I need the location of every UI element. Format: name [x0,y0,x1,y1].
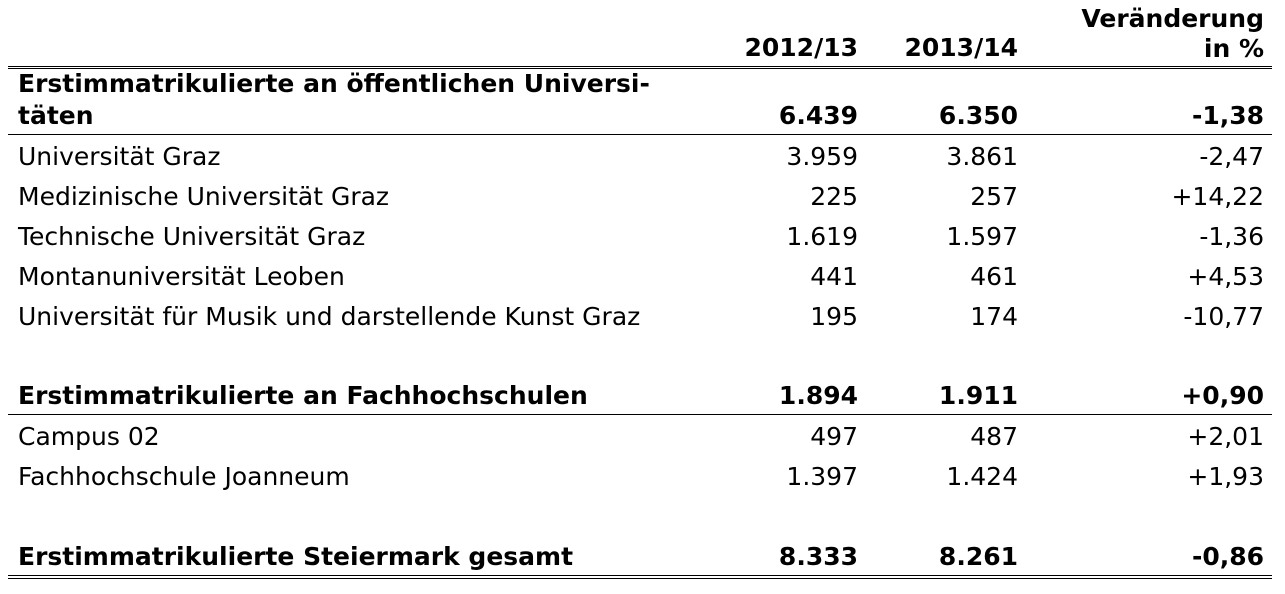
header-year-2013-14: 2013/14 [904,33,1018,62]
row-value-2013: 487 [970,422,1018,451]
spacer [8,495,1272,535]
row-value-2013: 1.597 [946,222,1018,251]
bottom-double-rule [8,575,1272,579]
total-change: -0,86 [1191,542,1264,571]
row-label: Campus 02 [18,422,160,451]
header-change: Veränderung in % [1018,4,1264,64]
row-value-2012: 225 [810,182,858,211]
section-value-2013: 1.911 [938,381,1018,410]
row-change: +1,93 [1187,462,1264,491]
table-row: Campus 02 497 487 +2,01 [8,415,1272,455]
enrollment-table: 2012/13 2013/14 Veränderung in % Erstimm… [8,0,1272,579]
row-value-2012: 1.619 [786,222,858,251]
section-value-2012: 6.439 [778,101,858,130]
row-value-2012: 1.397 [786,462,858,491]
row-label: Fachhochschule Joanneum [18,462,350,491]
section-label-line1: Erstimmatrikulierte an öffentlichen Univ… [18,69,650,98]
row-change: -1,36 [1199,222,1264,251]
row-value-2013: 174 [970,302,1018,331]
header-change-line1: Veränderung [1081,4,1264,33]
row-value-2012: 497 [810,422,858,451]
spacer [8,335,1272,375]
row-change: +2,01 [1187,422,1264,451]
row-label: Universität Graz [18,142,221,171]
table-header: 2012/13 2013/14 Veränderung in % [8,0,1272,66]
table-row: Universität Graz 3.959 3.861 -2,47 [8,135,1272,175]
row-label: Technische Universität Graz [18,222,366,251]
row-label: Montanuniversität Leoben [18,262,345,291]
row-label: Medizinische Universität Graz [18,182,390,211]
row-label: Universität für Musik und darstellende K… [18,302,641,331]
table-row: Montanuniversität Leoben 441 461 +4,53 [8,255,1272,295]
table-row: Fachhochschule Joanneum 1.397 1.424 +1,9… [8,455,1272,495]
header-double-rule [8,66,1272,73]
row-value-2013: 461 [970,262,1018,291]
header-year-2012-13: 2012/13 [744,33,858,62]
section-label-fachhochschulen: Erstimmatrikulierte an Fachhochschulen [18,381,588,410]
row-change: -2,47 [1199,142,1264,171]
row-change: +14,22 [1171,182,1264,211]
total-value-2012: 8.333 [778,542,858,571]
table-row: Universität für Musik und darstellende K… [8,295,1272,335]
section-row-universities: Erstimmatrikulierte an öffentlichen Univ… [8,69,1272,135]
total-label: Erstimmatrikulierte Steiermark gesamt [18,542,574,571]
table-row: Medizinische Universität Graz 225 257 +1… [8,175,1272,215]
section-value-2012: 1.894 [778,381,858,410]
section-change: -1,38 [1191,101,1264,130]
row-value-2012: 441 [810,262,858,291]
section-change: +0,90 [1181,381,1264,410]
table-row: Technische Universität Graz 1.619 1.597 … [8,215,1272,255]
row-change: +4,53 [1187,262,1264,291]
row-change: -10,77 [1183,302,1264,331]
section-label-line2: täten [18,101,94,130]
row-value-2013: 257 [970,182,1018,211]
section-row-fachhochschulen: Erstimmatrikulierte an Fachhochschulen 1… [8,375,1272,415]
header-change-line2: in % [1203,34,1264,63]
row-value-2012: 3.959 [786,142,858,171]
section-label-universities: Erstimmatrikulierte an öffentlichen Univ… [8,68,708,132]
total-value-2013: 8.261 [938,542,1018,571]
total-row: Erstimmatrikulierte Steiermark gesamt 8.… [8,535,1272,575]
row-value-2013: 3.861 [946,142,1018,171]
section-value-2013: 6.350 [938,101,1018,130]
row-value-2013: 1.424 [946,462,1018,491]
row-value-2012: 195 [810,302,858,331]
